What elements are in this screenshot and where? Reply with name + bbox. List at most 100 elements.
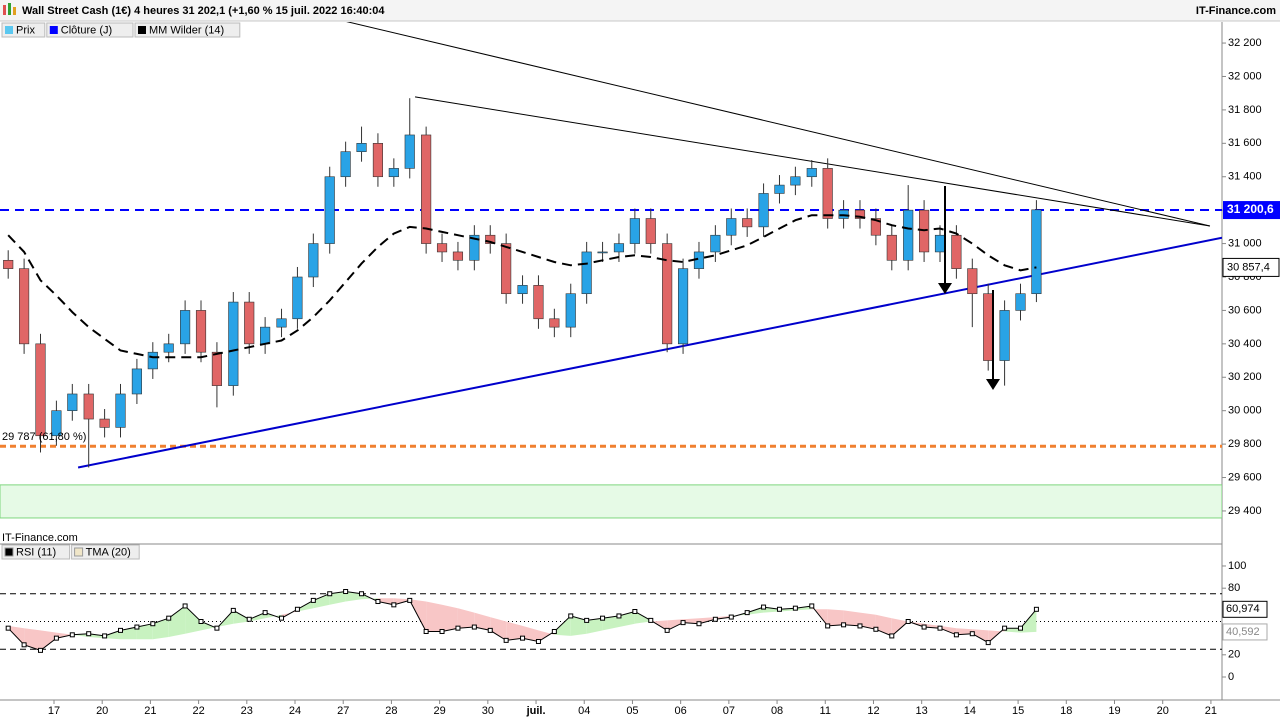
rsi-point <box>53 635 59 641</box>
legend-item[interactable] <box>71 544 140 560</box>
rsi-fill <box>136 623 153 640</box>
x-tick-label: 06 <box>675 705 687 717</box>
rsi-fill <box>24 628 41 651</box>
candle-body <box>324 176 335 244</box>
candle-body <box>517 285 528 295</box>
candle-body <box>854 209 866 219</box>
legend-item[interactable] <box>134 22 241 38</box>
legend-swatch <box>74 547 84 557</box>
y-tick-label: 31 400 <box>1228 171 1262 183</box>
rsi-point <box>439 628 445 634</box>
candle-body <box>67 393 78 411</box>
rsi-point <box>841 622 847 628</box>
rsi-fill <box>56 632 73 639</box>
candle-body <box>244 301 255 345</box>
rsi-y-tick-label: 80 <box>1228 582 1240 594</box>
candle-body <box>485 234 496 244</box>
y-tick-label: 32 000 <box>1228 70 1262 82</box>
rsi-fill <box>249 612 266 622</box>
rsi-fill <box>377 598 394 605</box>
rsi-fill <box>426 601 442 632</box>
x-tick-label: 19 <box>1108 705 1120 717</box>
rsi-fill <box>168 606 186 637</box>
rsi-point <box>535 638 541 644</box>
candle-body <box>565 293 576 328</box>
ma-tag-label: 30 857,4 <box>1227 261 1270 273</box>
rsi-point <box>230 607 236 613</box>
rsi-point <box>102 633 108 639</box>
x-tick-label: 12 <box>867 705 879 717</box>
candle-body <box>308 243 319 278</box>
rsi-fill <box>457 608 475 629</box>
x-tick-label: juil. <box>526 705 546 717</box>
candle-body <box>83 393 94 420</box>
rsi-point <box>953 632 959 638</box>
candle-body <box>774 184 785 194</box>
y-tick-label: 30 200 <box>1228 371 1262 383</box>
candle-body <box>1031 209 1042 295</box>
candle-body <box>597 251 608 254</box>
rsi-point <box>680 620 686 626</box>
rsi-fill <box>1004 628 1021 633</box>
rsi-fill <box>843 610 860 626</box>
candle-body <box>790 176 801 186</box>
rsi-point <box>1033 606 1039 612</box>
x-tick-label: 08 <box>771 705 783 717</box>
candle-body <box>147 351 158 370</box>
x-tick-label: 24 <box>289 705 301 717</box>
x-tick-label: 29 <box>434 705 446 717</box>
rsi-point <box>150 621 156 627</box>
rsi-point <box>391 602 397 608</box>
rsi-point <box>455 625 461 631</box>
rsi-point <box>584 617 590 623</box>
rsi-y-tick-label: 100 <box>1228 560 1246 572</box>
rsi-point <box>327 591 333 597</box>
candle-body <box>886 234 897 261</box>
candle-body <box>421 134 432 244</box>
brand: IT-Finance.com <box>1196 5 1276 17</box>
rsi-point <box>712 616 718 622</box>
candle-body <box>1015 293 1026 311</box>
legend-label: TMA (20) <box>86 546 131 558</box>
legend-swatch <box>49 26 58 34</box>
rsi-point <box>664 627 670 633</box>
y-tick-label: 30 400 <box>1228 338 1262 350</box>
legend-item[interactable] <box>1 544 71 560</box>
rsi-point <box>985 640 991 646</box>
candle-body <box>822 168 833 219</box>
rsi-point <box>471 624 477 630</box>
rsi-point <box>487 627 493 633</box>
rsi-fill <box>891 618 909 636</box>
candle-body <box>356 143 367 152</box>
rsi-fill <box>474 612 491 631</box>
candle-body <box>645 218 656 244</box>
legend-swatch <box>4 547 14 557</box>
rsi-fill <box>602 615 619 631</box>
candle-body <box>677 268 689 345</box>
legend-swatch <box>5 26 13 34</box>
x-tick-label: 20 <box>1157 705 1169 717</box>
rsi-y-tick-label: 20 <box>1228 649 1240 661</box>
rsi-fill <box>827 609 844 626</box>
y-tick-label: 29 600 <box>1228 471 1262 483</box>
candle-body <box>710 234 721 253</box>
rsi-tag-label: 40,592 <box>1226 626 1260 638</box>
rsi-point <box>246 616 252 622</box>
candle-body <box>629 218 640 244</box>
candle-body <box>3 259 14 269</box>
rsi-point <box>825 623 831 629</box>
rsi-point <box>1002 625 1008 631</box>
legend-item[interactable] <box>46 22 134 38</box>
rsi-point <box>359 591 365 597</box>
candle-body <box>35 343 46 437</box>
rsi-point <box>262 610 268 616</box>
x-tick-label: 07 <box>723 705 735 717</box>
candle-body <box>195 310 207 353</box>
candle-body <box>211 351 222 386</box>
rsi-fill <box>201 621 217 631</box>
rsi-fill <box>490 617 507 641</box>
close-tag <box>1223 201 1280 220</box>
app-icon <box>3 3 16 15</box>
candle-body <box>934 234 946 253</box>
